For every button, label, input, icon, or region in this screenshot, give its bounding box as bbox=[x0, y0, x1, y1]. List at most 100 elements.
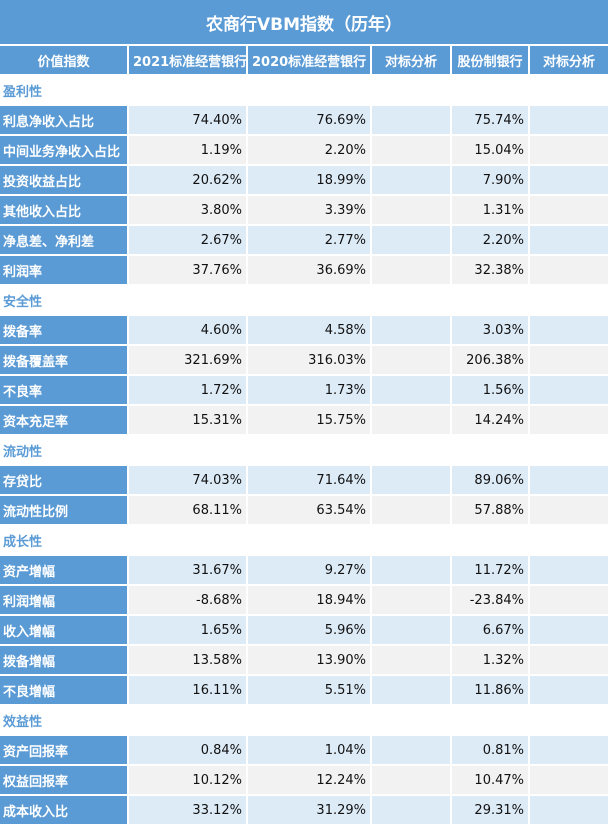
metric-label: 利润率 bbox=[0, 256, 129, 286]
value-2020: 63.54% bbox=[248, 496, 372, 526]
value-2021: 4.60% bbox=[129, 316, 248, 346]
value-joint-stock: 57.88% bbox=[452, 496, 530, 526]
benchmark-2-cell bbox=[530, 406, 610, 436]
value-2020: 316.03% bbox=[248, 346, 372, 376]
benchmark-2-cell bbox=[530, 106, 610, 136]
table-row: 拨备率 4.60% 4.58% 3.03% bbox=[0, 316, 610, 346]
section-row: 成长性 bbox=[0, 526, 610, 556]
table-row: 拨备覆盖率 321.69% 316.03% 206.38% bbox=[0, 346, 610, 376]
header-2020-standard: 2020标准经营银行 bbox=[248, 46, 372, 76]
metric-label: 拨备覆盖率 bbox=[0, 346, 129, 376]
value-2021: 74.40% bbox=[129, 106, 248, 136]
value-2020: 18.99% bbox=[248, 166, 372, 196]
table-row: 净息差、净利差 2.67% 2.77% 2.20% bbox=[0, 226, 610, 256]
benchmark-1-cell bbox=[372, 376, 452, 406]
benchmark-1-cell bbox=[372, 256, 452, 286]
value-2020: 76.69% bbox=[248, 106, 372, 136]
benchmark-1-cell bbox=[372, 136, 452, 166]
vbm-index-table: 价值指数 2021标准经营银行 2020标准经营银行 对标分析 股份制银行 对标… bbox=[0, 46, 610, 826]
benchmark-2-cell bbox=[530, 766, 610, 796]
value-2021: 3.80% bbox=[129, 196, 248, 226]
value-joint-stock: 3.03% bbox=[452, 316, 530, 346]
table-row: 收入增幅 1.65% 5.96% 6.67% bbox=[0, 616, 610, 646]
section-title: 效益性 bbox=[0, 706, 610, 736]
benchmark-1-cell bbox=[372, 556, 452, 586]
value-joint-stock: 11.72% bbox=[452, 556, 530, 586]
value-2021: 10.12% bbox=[129, 766, 248, 796]
section-row: 效益性 bbox=[0, 706, 610, 736]
benchmark-2-cell bbox=[530, 226, 610, 256]
table-title: 农商行VBM指数（历年） bbox=[0, 0, 608, 44]
benchmark-1-cell bbox=[372, 616, 452, 646]
benchmark-1-cell bbox=[372, 226, 452, 256]
table-row: 资产回报率 0.84% 1.04% 0.81% bbox=[0, 736, 610, 766]
header-joint-stock: 股份制银行 bbox=[452, 46, 530, 76]
metric-label: 成本收入比 bbox=[0, 796, 129, 826]
value-joint-stock: 6.67% bbox=[452, 616, 530, 646]
benchmark-1-cell bbox=[372, 646, 452, 676]
section-title: 安全性 bbox=[0, 286, 610, 316]
table-row: 利润率 37.76% 36.69% 32.38% bbox=[0, 256, 610, 286]
value-joint-stock: 1.56% bbox=[452, 376, 530, 406]
benchmark-1-cell bbox=[372, 766, 452, 796]
benchmark-2-cell bbox=[530, 136, 610, 166]
value-joint-stock: 0.81% bbox=[452, 736, 530, 766]
metric-label: 投资收益占比 bbox=[0, 166, 129, 196]
benchmark-2-cell bbox=[530, 676, 610, 706]
table-row: 资产增幅 31.67% 9.27% 11.72% bbox=[0, 556, 610, 586]
metric-label: 存贷比 bbox=[0, 466, 129, 496]
benchmark-1-cell bbox=[372, 316, 452, 346]
section-title: 流动性 bbox=[0, 436, 610, 466]
benchmark-1-cell bbox=[372, 586, 452, 616]
table-row: 利润增幅 -8.68% 18.94% -23.84% bbox=[0, 586, 610, 616]
value-joint-stock: 11.86% bbox=[452, 676, 530, 706]
section-title: 盈利性 bbox=[0, 76, 610, 106]
value-2021: 68.11% bbox=[129, 496, 248, 526]
benchmark-1-cell bbox=[372, 466, 452, 496]
value-2020: 12.24% bbox=[248, 766, 372, 796]
value-2021: 20.62% bbox=[129, 166, 248, 196]
header-row: 价值指数 2021标准经营银行 2020标准经营银行 对标分析 股份制银行 对标… bbox=[0, 46, 610, 76]
benchmark-2-cell bbox=[530, 616, 610, 646]
value-2020: 1.04% bbox=[248, 736, 372, 766]
value-2021: 37.76% bbox=[129, 256, 248, 286]
value-joint-stock: 10.47% bbox=[452, 766, 530, 796]
table-row: 资本充足率 15.31% 15.75% 14.24% bbox=[0, 406, 610, 436]
value-joint-stock: 7.90% bbox=[452, 166, 530, 196]
value-2020: 15.75% bbox=[248, 406, 372, 436]
value-joint-stock: -23.84% bbox=[452, 586, 530, 616]
benchmark-2-cell bbox=[530, 496, 610, 526]
benchmark-2-cell bbox=[530, 376, 610, 406]
value-joint-stock: 29.31% bbox=[452, 796, 530, 826]
benchmark-1-cell bbox=[372, 676, 452, 706]
metric-label: 利润增幅 bbox=[0, 586, 129, 616]
value-joint-stock: 89.06% bbox=[452, 466, 530, 496]
value-2021: 0.84% bbox=[129, 736, 248, 766]
header-benchmark-2: 对标分析 bbox=[530, 46, 610, 76]
section-row: 流动性 bbox=[0, 436, 610, 466]
value-2021: 1.72% bbox=[129, 376, 248, 406]
value-joint-stock: 206.38% bbox=[452, 346, 530, 376]
value-2021: 1.65% bbox=[129, 616, 248, 646]
value-joint-stock: 2.20% bbox=[452, 226, 530, 256]
value-2020: 18.94% bbox=[248, 586, 372, 616]
value-2021: 13.58% bbox=[129, 646, 248, 676]
table-row: 投资收益占比 20.62% 18.99% 7.90% bbox=[0, 166, 610, 196]
benchmark-1-cell bbox=[372, 196, 452, 226]
table-row: 权益回报率 10.12% 12.24% 10.47% bbox=[0, 766, 610, 796]
metric-label: 流动性比例 bbox=[0, 496, 129, 526]
metric-label: 权益回报率 bbox=[0, 766, 129, 796]
value-2021: 16.11% bbox=[129, 676, 248, 706]
header-2021-standard: 2021标准经营银行 bbox=[129, 46, 248, 76]
value-2020: 4.58% bbox=[248, 316, 372, 346]
table-row: 存贷比 74.03% 71.64% 89.06% bbox=[0, 466, 610, 496]
value-2020: 31.29% bbox=[248, 796, 372, 826]
benchmark-2-cell bbox=[530, 646, 610, 676]
header-value-index: 价值指数 bbox=[0, 46, 129, 76]
table-row: 中间业务净收入占比 1.19% 2.20% 15.04% bbox=[0, 136, 610, 166]
metric-label: 拨备增幅 bbox=[0, 646, 129, 676]
metric-label: 资本充足率 bbox=[0, 406, 129, 436]
value-2020: 9.27% bbox=[248, 556, 372, 586]
metric-label: 拨备率 bbox=[0, 316, 129, 346]
value-joint-stock: 1.31% bbox=[452, 196, 530, 226]
